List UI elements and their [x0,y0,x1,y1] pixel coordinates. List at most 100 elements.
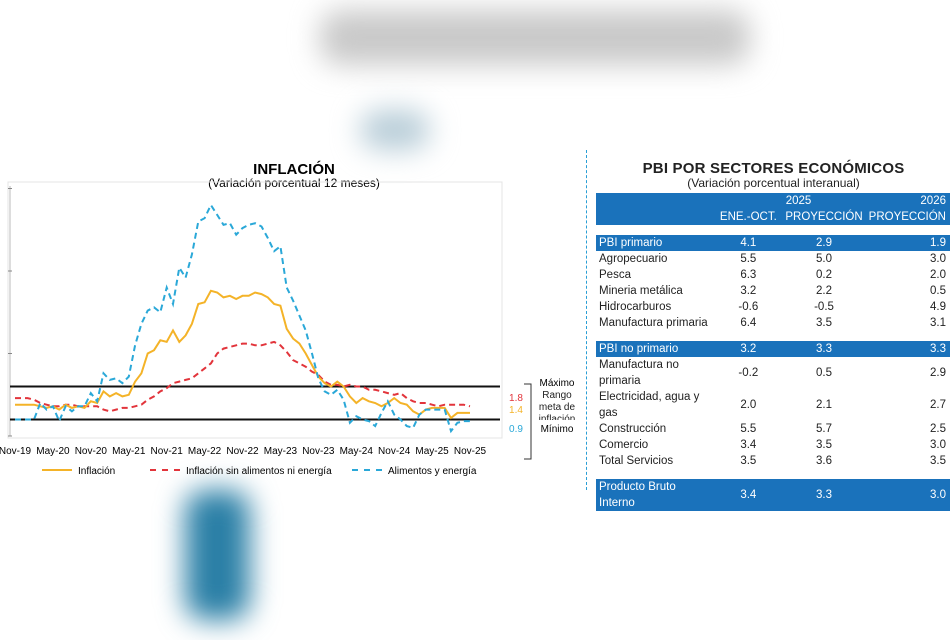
x-tick-label: May-23 [264,446,298,457]
row-label: Electricidad, agua y gas [599,391,700,419]
plot-frame [7,181,503,439]
row-label: Manufactura primaria [599,317,708,329]
x-tick-label: May-21 [112,446,146,457]
row-label: Comercio [599,439,649,451]
table-heading: PBI POR SECTORES ECONÓMICOS (Variación p… [596,150,951,189]
row-value: 3.3 [865,341,950,357]
gdp-sector-table: 2025 2026 ENE.-OCT. PROYECCIÓN PROYECCIÓ… [596,193,950,511]
header-col-proy-2026: PROYECCIÓN [865,208,950,225]
header-col-proy-2025: PROYECCIÓN [782,208,866,225]
range-max-label: Máximo [539,378,574,389]
row-value: 2.0 [930,269,946,281]
row-value: 5.5 [740,253,757,265]
row-label: Producto Bruto Interno [596,479,715,511]
table-title: PBI POR SECTORES ECONÓMICOS [642,160,905,177]
row-value: 2.7 [930,399,946,411]
row-value: 2.0 [740,399,757,411]
x-tick-label: Nov-20 [75,446,108,457]
row-label: Pesca [599,269,631,281]
table-header-years: 2025 2026 [596,193,950,208]
series-line-2 [15,202,470,434]
x-tick-label: Nov-24 [378,446,411,457]
row-value: 0.5 [930,285,946,297]
x-tick-label: May-25 [415,446,449,457]
table-row: Mineria metálica 3.2 2.2 0.5 [596,283,950,299]
row-value: 3.5 [816,317,832,329]
row-label: Manufactura no primaria [599,359,679,387]
row-value: 2.5 [930,423,946,435]
row-value: 5.7 [816,423,832,435]
blurred-shape-bottom [185,490,250,620]
row-value: -0.2 [738,367,759,379]
row-value: 3.2 [714,341,783,357]
range-min-label: Mínimo [541,424,574,435]
group-row: PBI primario 4.1 2.9 1.9 [596,235,950,251]
table-row: Manufactura no primaria -0.2 0.5 2.9 [596,357,950,389]
x-tick-label: Nov-25 [454,446,487,457]
table-row: Pesca 6.3 0.2 2.0 [596,267,950,283]
row-value: 6.4 [740,317,757,329]
row-value: -0.5 [814,301,834,313]
row-value: 0.5 [816,367,832,379]
x-tick-label: Nov-19 [0,446,32,457]
row-value: 3.4 [740,439,757,451]
row-value: 2.2 [816,285,832,297]
row-value: 3.2 [740,285,757,297]
legend-label: Inflación sin alimentos ni energía [186,466,332,477]
table-row: Comercio 3.4 3.5 3.0 [596,437,950,453]
total-row: Producto Bruto Interno 3.4 3.3 3.0 [596,479,950,511]
blurred-header [320,10,750,65]
row-spacer [596,469,950,479]
x-tick-label: May-24 [340,446,374,457]
row-label: Mineria metálica [599,285,683,297]
inflation-chart: INFLACIÓN (Variación porcentual 12 meses… [0,160,575,477]
series-line-0 [15,289,470,420]
row-label: Total Servicios [599,455,674,467]
row-label: PBI primario [596,235,715,251]
row-label: Hidrocarburos [599,301,672,313]
row-value: 1.9 [865,235,950,251]
panel-divider [586,150,587,490]
table-row: Construcción 5.5 5.7 2.5 [596,421,950,437]
range-bracket [524,383,532,460]
x-tick-label: May-20 [36,446,70,457]
x-tick-label: Nov-21 [151,446,184,457]
end-value-label: 1.4 [509,405,523,416]
row-value: 5.0 [816,253,832,265]
row-value: -0.6 [738,301,759,313]
row-value: 2.1 [816,399,832,411]
row-value: 3.5 [740,455,757,467]
table-row: Hidrocarburos -0.6 -0.5 4.9 [596,299,950,315]
chart-subtitle: (Variación porcentual 12 meses) [208,176,380,190]
header-col-ene-oct: ENE.-OCT. [714,208,783,225]
row-value: 3.6 [816,455,832,467]
table-row: Agropecuario 5.5 5.0 3.0 [596,251,950,267]
legend-label: Inflación [78,466,115,477]
row-value: 6.3 [740,269,757,281]
table-subtitle: (Variación porcentual interanual) [687,176,860,190]
blurred-shape-top [360,110,430,150]
series-line-1 [15,340,471,413]
table-row: Manufactura primaria 6.4 3.5 3.1 [596,315,950,331]
row-value: 3.1 [930,317,946,329]
row-value: 2.9 [782,235,866,251]
row-value: 0.2 [816,269,832,281]
row-value: 3.4 [714,479,783,511]
row-label: Agropecuario [599,253,668,265]
legend-label: Alimentos y energía [388,466,477,477]
row-value: 5.5 [740,423,757,435]
row-value: 3.5 [816,439,832,451]
chart-title: INFLACIÓN [253,160,335,178]
row-label: Construcción [599,423,667,435]
row-value: 3.0 [930,439,946,451]
row-value: 2.9 [930,367,946,379]
table-row: Electricidad, agua y gas 2.0 2.1 2.7 [596,389,950,421]
row-value: 3.3 [782,479,866,511]
x-tick-label: Nov-23 [302,446,335,457]
row-value: 3.5 [930,455,946,467]
group-row: PBI no primario 3.2 3.3 3.3 [596,341,950,357]
x-tick-label: May-22 [188,446,222,457]
row-value: 3.0 [930,253,946,265]
x-tick-label: Nov-22 [226,446,259,457]
end-value-label: 0.9 [509,424,523,435]
